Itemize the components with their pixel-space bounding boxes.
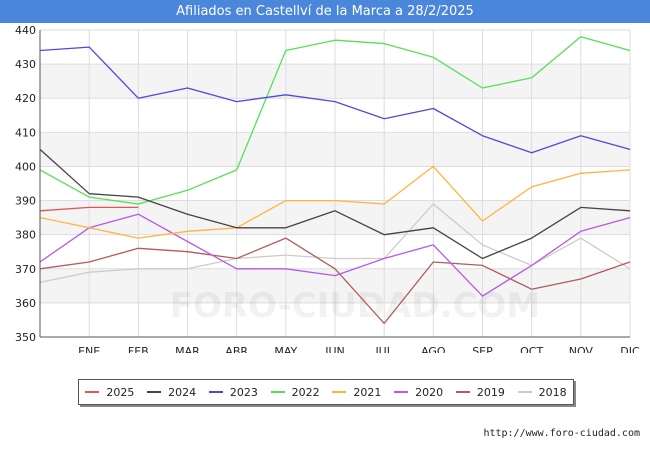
legend-swatch bbox=[208, 391, 223, 393]
series-line-2019 bbox=[39, 237, 631, 325]
x-tick-label: OCT bbox=[520, 345, 543, 353]
x-tick-label: MAR bbox=[175, 345, 200, 353]
legend-swatch bbox=[85, 391, 100, 393]
legend-swatch bbox=[394, 391, 409, 393]
legend-item-2024: 2024 bbox=[147, 386, 196, 399]
series-line-2023 bbox=[39, 46, 631, 154]
legend-item-2023: 2023 bbox=[208, 385, 258, 399]
legend-item-2022: 2022 bbox=[270, 385, 320, 399]
chart-title: Afiliados en Castellví de la Marca a 28/… bbox=[0, 0, 650, 23]
y-tick-label: 350 bbox=[15, 331, 36, 344]
legend-item-2018: 2018 bbox=[517, 385, 567, 399]
series-line-2021 bbox=[39, 165, 631, 239]
legend-swatch bbox=[455, 391, 470, 393]
y-tick-label: 440 bbox=[15, 24, 36, 37]
legend-item-2021: 2021 bbox=[332, 386, 381, 399]
x-tick-label: MAY bbox=[274, 345, 297, 353]
y-tick-label: 420 bbox=[15, 92, 36, 105]
x-tick-label: FEB bbox=[128, 345, 149, 353]
source-url[interactable]: http://www.foro-ciudad.com bbox=[483, 428, 640, 439]
legend-label: 2020 bbox=[415, 385, 444, 399]
series-line-2020 bbox=[39, 213, 631, 297]
legend-swatch bbox=[517, 391, 532, 393]
x-tick-label: DIC bbox=[620, 345, 640, 353]
grid-lines bbox=[40, 29, 631, 338]
legend-label: 2024 bbox=[168, 385, 197, 399]
watermark-text: FORO-CIUDAD.COM bbox=[170, 286, 541, 326]
legend-swatch bbox=[147, 391, 162, 393]
legend-swatch bbox=[332, 391, 347, 393]
x-tick-label: AGO bbox=[421, 345, 446, 353]
x-tick-label: JUL bbox=[374, 345, 393, 353]
legend-label: 2022 bbox=[291, 385, 320, 399]
x-tick-label: NOV bbox=[569, 345, 594, 353]
legend-label: 2025 bbox=[106, 385, 135, 399]
y-tick-label: 410 bbox=[15, 126, 36, 139]
y-tick-label: 380 bbox=[15, 229, 36, 242]
y-tick-label: 400 bbox=[15, 160, 36, 173]
series-line-2022 bbox=[39, 36, 631, 205]
y-tick-label: 370 bbox=[15, 263, 36, 276]
y-tick-label: 390 bbox=[15, 195, 36, 208]
legend: 2025 2024 2023 2022 2021 2020 2019 2018 bbox=[78, 379, 574, 405]
legend-label: 2019 bbox=[476, 385, 505, 399]
x-tick-label: SEP bbox=[472, 345, 493, 353]
axes: 350 360 370 380 390 400 410 420 430 440 ENE FEB MAR A… bbox=[15, 24, 640, 353]
y-tick-label: 430 bbox=[15, 58, 36, 71]
series-line-2025 bbox=[39, 206, 139, 212]
legend-label: 2021 bbox=[353, 385, 382, 399]
x-tick-label: ENE bbox=[78, 345, 100, 353]
legend-swatch bbox=[270, 391, 285, 393]
line-chart: FORO-CIUDAD.COM 350 360 370 380 390 400 410 420… bbox=[15, 24, 640, 353]
legend-item-2025: 2025 bbox=[85, 386, 134, 399]
watermark: FORO-CIUDAD.COM bbox=[170, 286, 541, 326]
legend-label: 2023 bbox=[229, 385, 258, 399]
y-tick-label: 360 bbox=[15, 297, 36, 310]
series-lines bbox=[39, 36, 631, 325]
series-line-2024 bbox=[39, 148, 631, 260]
legend-label: 2018 bbox=[538, 385, 567, 399]
x-tick-label: ABR bbox=[225, 345, 248, 353]
x-tick-label: JUN bbox=[324, 345, 345, 353]
legend-item-2020: 2020 bbox=[394, 386, 443, 399]
legend-item-2019: 2019 bbox=[455, 385, 505, 399]
